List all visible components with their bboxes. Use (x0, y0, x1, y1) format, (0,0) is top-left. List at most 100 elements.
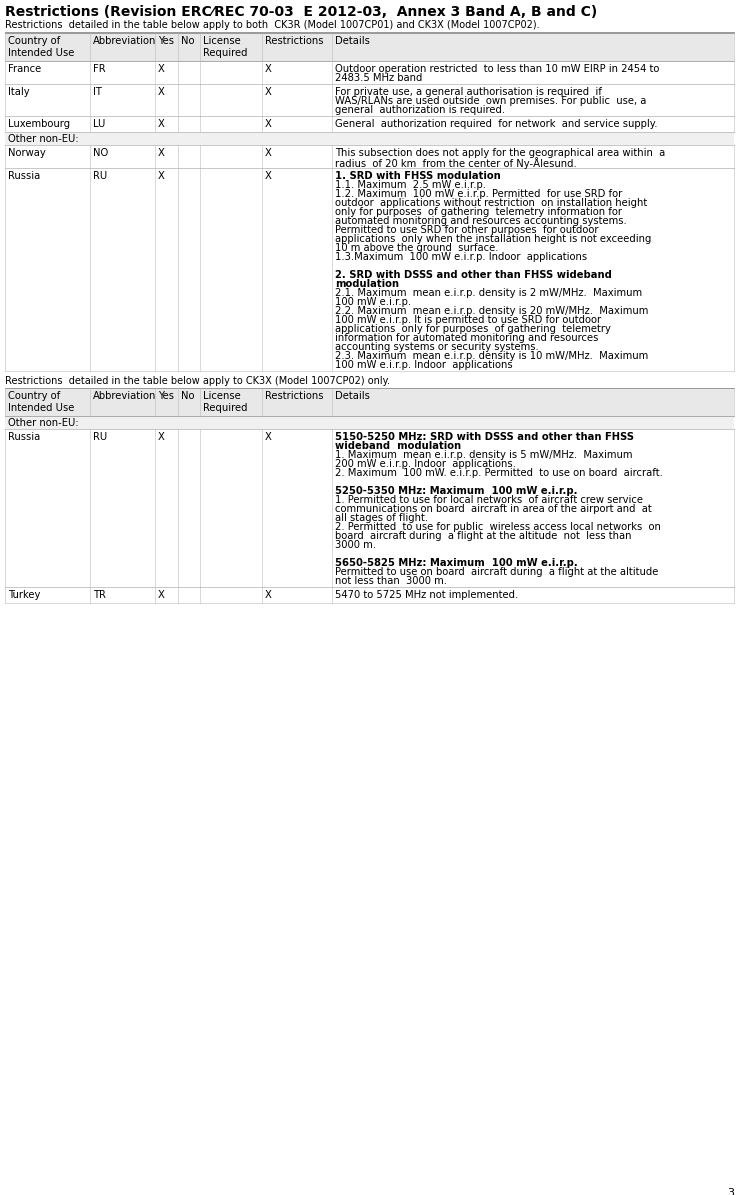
Text: Russia: Russia (8, 433, 40, 442)
Text: 1. SRD with FHSS modulation: 1. SRD with FHSS modulation (335, 171, 501, 180)
Text: outdoor  applications without restriction  on installation height: outdoor applications without restriction… (335, 198, 647, 208)
Bar (5, 61, 734, 84)
Text: 100 mW e.i.r.p. Indoor  applications: 100 mW e.i.r.p. Indoor applications (335, 360, 513, 370)
Text: Restrictions (Revision ERC⁄REC 70-03  E 2012-03,  Annex 3 Band A, B and C): Restrictions (Revision ERC⁄REC 70-03 E 2… (5, 5, 597, 19)
Text: 2.1. Maximum  mean e.i.r.p. density is 2 mW/MHz.  Maximum: 2.1. Maximum mean e.i.r.p. density is 2 … (335, 288, 642, 298)
Text: Country of
Intended Use: Country of Intended Use (8, 391, 75, 412)
Text: applications  only when the installation height is not exceeding: applications only when the installation … (335, 234, 651, 244)
Text: 100 mW e.i.r.p. It is permitted to use SRD for outdoor: 100 mW e.i.r.p. It is permitted to use S… (335, 315, 601, 325)
Text: X: X (158, 87, 165, 97)
Text: 1.2. Maximum  100 mW e.i.r.p. Permitted  for use SRD for: 1.2. Maximum 100 mW e.i.r.p. Permitted f… (335, 189, 622, 200)
Text: General  authorization required  for network  and service supply.: General authorization required for netwo… (335, 120, 658, 129)
Text: No: No (181, 391, 194, 402)
Text: Abbreviation: Abbreviation (93, 391, 157, 402)
Text: general  authorization is required.: general authorization is required. (335, 105, 505, 115)
Bar (5, 416, 734, 429)
Text: 1.3.Maximum  100 mW e.i.r.p. Indoor  applications: 1.3.Maximum 100 mW e.i.r.p. Indoor appli… (335, 252, 587, 262)
Text: X: X (265, 65, 272, 74)
Text: 1. Maximum  mean e.i.r.p. density is 5 mW/MHz.  Maximum: 1. Maximum mean e.i.r.p. density is 5 mW… (335, 451, 633, 460)
Text: modulation: modulation (335, 278, 399, 289)
Text: X: X (158, 590, 165, 600)
Text: X: X (158, 148, 165, 158)
Text: 5150-5250 MHz: SRD with DSSS and other than FHSS: 5150-5250 MHz: SRD with DSSS and other t… (335, 433, 634, 442)
Text: This subsection does not apply for the geographical area within  a: This subsection does not apply for the g… (335, 148, 665, 158)
Text: applications  only for purposes  of gathering  telemetry: applications only for purposes of gather… (335, 324, 611, 333)
Text: Country of
Intended Use: Country of Intended Use (8, 36, 75, 57)
Text: Restrictions: Restrictions (265, 391, 324, 402)
Text: X: X (158, 171, 165, 180)
Text: wideband  modulation: wideband modulation (335, 441, 461, 451)
Text: IT: IT (93, 87, 102, 97)
Text: 3: 3 (727, 1188, 734, 1195)
Text: For private use, a general authorisation is required  if: For private use, a general authorisation… (335, 87, 602, 97)
Text: Turkey: Turkey (8, 590, 41, 600)
Text: X: X (158, 120, 165, 129)
Text: 2483.5 MHz band: 2483.5 MHz band (335, 73, 423, 82)
Text: RU: RU (93, 171, 107, 180)
Text: X: X (158, 65, 165, 74)
Text: X: X (265, 148, 272, 158)
Bar (5, 168, 734, 370)
Text: 5470 to 5725 MHz not implemented.: 5470 to 5725 MHz not implemented. (335, 590, 518, 600)
Bar (5, 388, 734, 416)
Text: TR: TR (93, 590, 106, 600)
Text: License
Required: License Required (203, 391, 248, 412)
Bar (5, 33, 734, 61)
Bar (5, 116, 734, 131)
Text: 5250-5350 MHz: Maximum  100 mW e.i.r.p.: 5250-5350 MHz: Maximum 100 mW e.i.r.p. (335, 486, 577, 496)
Text: communications on board  aircraft in area of the airport and  at: communications on board aircraft in area… (335, 504, 652, 514)
Text: not less than  3000 m.: not less than 3000 m. (335, 576, 447, 586)
Text: X: X (265, 590, 272, 600)
Text: Luxembourg: Luxembourg (8, 120, 70, 129)
Text: 2. Maximum  100 mW. e.i.r.p. Permitted  to use on board  aircraft.: 2. Maximum 100 mW. e.i.r.p. Permitted to… (335, 468, 663, 478)
Text: Abbreviation: Abbreviation (93, 36, 157, 45)
Text: radius  of 20 km  from the center of Ny-Ålesund.: radius of 20 km from the center of Ny-Ål… (335, 157, 576, 168)
Text: Russia: Russia (8, 171, 40, 180)
Text: Other non-EU:: Other non-EU: (8, 418, 78, 428)
Text: board  aircraft during  a flight at the altitude  not  less than: board aircraft during a flight at the al… (335, 531, 632, 541)
Text: information for automated monitoring and resources: information for automated monitoring and… (335, 333, 599, 343)
Text: 5650-5825 MHz: Maximum  100 mW e.i.r.p.: 5650-5825 MHz: Maximum 100 mW e.i.r.p. (335, 558, 578, 568)
Text: Yes: Yes (158, 36, 174, 45)
Text: Restrictions  detailed in the table below apply to CK3X (Model 1007CP02) only.: Restrictions detailed in the table below… (5, 376, 390, 386)
Text: 2.3. Maximum  mean e.i.r.p. density is 10 mW/MHz.  Maximum: 2.3. Maximum mean e.i.r.p. density is 10… (335, 351, 648, 361)
Text: Yes: Yes (158, 391, 174, 402)
Text: France: France (8, 65, 41, 74)
Text: only for purposes  of gathering  telemetry information for: only for purposes of gathering telemetry… (335, 207, 622, 217)
Text: License
Required: License Required (203, 36, 248, 57)
Text: 3000 m.: 3000 m. (335, 540, 376, 550)
Text: X: X (158, 433, 165, 442)
Text: X: X (265, 171, 272, 180)
Text: X: X (265, 87, 272, 97)
Text: WAS/RLANs are used outside  own premises. For public  use, a: WAS/RLANs are used outside own premises.… (335, 96, 647, 106)
Text: all stages of flight.: all stages of flight. (335, 513, 428, 523)
Text: Restrictions  detailed in the table below apply to both  CK3R (Model 1007CP01) a: Restrictions detailed in the table below… (5, 20, 539, 30)
Text: Restrictions: Restrictions (265, 36, 324, 45)
Bar (5, 131, 734, 145)
Text: NO: NO (93, 148, 108, 158)
Text: Permitted to use SRD for other purposes  for outdoor: Permitted to use SRD for other purposes … (335, 225, 599, 235)
Text: Italy: Italy (8, 87, 30, 97)
Text: automated monitoring and resources accounting systems.: automated monitoring and resources accou… (335, 216, 627, 226)
Text: Norway: Norway (8, 148, 46, 158)
Text: 2. Permitted  to use for public  wireless access local networks  on: 2. Permitted to use for public wireless … (335, 522, 661, 532)
Bar (5, 145, 734, 168)
Text: 100 mW e.i.r.p.: 100 mW e.i.r.p. (335, 298, 411, 307)
Text: FR: FR (93, 65, 106, 74)
Text: Other non-EU:: Other non-EU: (8, 134, 78, 145)
Text: 2.2. Maximum  mean e.i.r.p. density is 20 mW/MHz.  Maximum: 2.2. Maximum mean e.i.r.p. density is 20… (335, 306, 648, 315)
Bar (5, 429, 734, 587)
Text: Details: Details (335, 391, 370, 402)
Text: 1. Permitted to use for local networks  of aircraft crew service: 1. Permitted to use for local networks o… (335, 495, 643, 505)
Text: 200 mW e.i.r.p. Indoor  applications.: 200 mW e.i.r.p. Indoor applications. (335, 459, 516, 468)
Text: No: No (181, 36, 194, 45)
Text: X: X (265, 120, 272, 129)
Text: 2. SRD with DSSS and other than FHSS wideband: 2. SRD with DSSS and other than FHSS wid… (335, 270, 612, 280)
Text: Permitted to use on board  aircraft during  a flight at the altitude: Permitted to use on board aircraft durin… (335, 566, 658, 577)
Bar (5, 84, 734, 116)
Text: 10 m above the ground  surface.: 10 m above the ground surface. (335, 243, 499, 253)
Text: X: X (265, 433, 272, 442)
Bar (5, 587, 734, 603)
Text: Details: Details (335, 36, 370, 45)
Text: accounting systems or security systems.: accounting systems or security systems. (335, 342, 539, 353)
